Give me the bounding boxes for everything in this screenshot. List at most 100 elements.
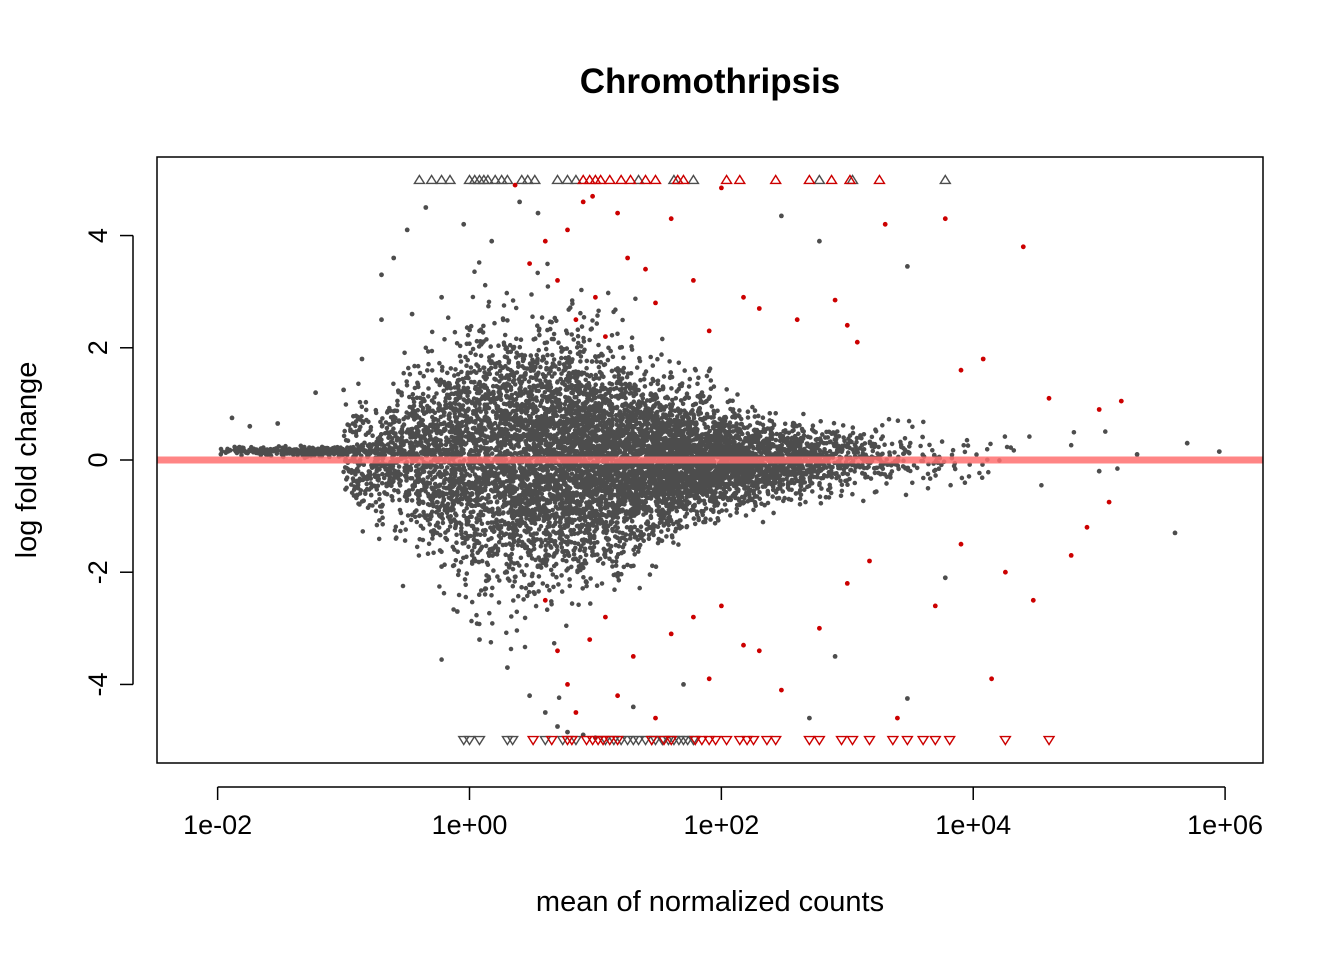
nonsignificant-point (379, 272, 384, 278)
significant-point (942, 216, 948, 222)
nonsignificant-point (542, 710, 548, 715)
y-axis-label: log fold change (11, 362, 43, 559)
nonsignificant-point (630, 704, 636, 710)
significant-point-clipped-down (863, 735, 876, 746)
significant-point (1118, 398, 1124, 404)
x-tick-label: 1e-02 (183, 810, 252, 840)
significant-point-clipped-up (873, 174, 886, 185)
nonsignificant-point-clipped-up (501, 174, 514, 185)
significant-point (741, 294, 746, 300)
significant-point (844, 322, 850, 328)
nonsignificant-point-clipped-up (481, 174, 495, 185)
significant-point (565, 682, 570, 687)
nonsignificant-point (517, 199, 522, 205)
nonsignificant-point-clipped-up (443, 174, 457, 185)
significant-point (668, 216, 674, 222)
significant-point-clipped-up (649, 174, 662, 185)
significant-point-clipped-up (769, 174, 782, 185)
nonsignificant-point (565, 729, 570, 735)
significant-point (1046, 395, 1052, 401)
nonsignificant-point (391, 255, 397, 261)
significant-point (691, 614, 696, 620)
significant-point (555, 278, 560, 283)
significant-point (542, 238, 548, 244)
significant-point-clipped-down (664, 735, 678, 746)
significant-point (653, 715, 658, 721)
x-tick-label: 1e+00 (432, 810, 508, 840)
significant-point-clipped-up (677, 174, 690, 185)
significant-point (590, 193, 595, 199)
significant-point (643, 266, 648, 272)
nonsignificant-point-clipped-up (632, 174, 645, 185)
significant-point (756, 306, 762, 311)
nonsignificant-point (807, 715, 812, 721)
significant-point-clipped-down (747, 735, 760, 746)
nonsignificant-point (341, 387, 346, 393)
nonsignificant-point-clipped-down (506, 735, 519, 746)
nonsignificant-point (359, 356, 365, 362)
significant-point (587, 637, 593, 642)
significant-point (573, 710, 579, 715)
significant-point-clipped-up (803, 174, 816, 185)
nonsignificant-point (779, 213, 784, 219)
significant-point (580, 199, 586, 205)
nonsignificant-point (404, 227, 410, 233)
nonsignificant-point (1184, 440, 1190, 446)
nonsignificant-point (555, 724, 560, 729)
significant-point-clipped-up (576, 174, 590, 185)
significant-point-clipped-down (1042, 735, 1056, 746)
nonsignificant-point-clipped-up (569, 174, 583, 185)
nonsignificant-point-clipped-up (939, 174, 952, 185)
significant-point (625, 255, 630, 261)
significant-point (958, 367, 964, 373)
nonsignificant-point-clipped-down (539, 735, 552, 746)
significant-point-clipped-up (594, 174, 607, 185)
data-points (229, 174, 1222, 746)
nonsignificant-point (505, 665, 510, 670)
nonsignificant-point (832, 654, 838, 659)
y-tick-label: -4 (83, 672, 113, 696)
nonsignificant-point-clipped-up (413, 174, 426, 185)
significant-point (573, 317, 579, 323)
significant-point-clipped-down (611, 735, 624, 746)
significant-point-clipped-up (614, 174, 628, 185)
significant-point-clipped-up (825, 174, 838, 185)
significant-point-clipped-down (916, 735, 930, 746)
significant-point (527, 261, 532, 266)
nonsignificant-point (1216, 449, 1222, 454)
significant-point (867, 558, 872, 564)
nonsignificant-point-clipped-down (463, 735, 476, 746)
significant-point (719, 603, 724, 609)
significant-point-clipped-down (695, 735, 709, 746)
nonsignificant-point (942, 575, 948, 581)
significant-point-clipped-down (596, 735, 610, 746)
nonsignificant-point (439, 564, 444, 569)
significant-point-clipped-down (760, 735, 774, 746)
significant-point-clipped-down (702, 735, 716, 746)
nonsignificant-point (527, 693, 532, 699)
significant-point (779, 687, 784, 693)
x-tick-label: 1e+02 (683, 810, 759, 840)
significant-point (615, 210, 620, 216)
nonsignificant-point-clipped-up (488, 174, 502, 185)
significant-point (832, 297, 838, 303)
nonsignificant-point (409, 311, 415, 317)
significant-point-clipped-down (603, 735, 617, 746)
plot-layer (218, 174, 1222, 746)
significant-point (980, 356, 986, 362)
significant-point-clipped-down (901, 735, 914, 746)
significant-point (817, 625, 822, 631)
nonsignificant-point-clipped-up (561, 174, 574, 185)
y-tick-label: 2 (83, 340, 113, 355)
significant-point (844, 581, 850, 586)
nonsignificant-point (681, 682, 686, 687)
nonsignificant-point (229, 415, 235, 421)
significant-point (542, 597, 548, 603)
significant-point-clipped-down (709, 735, 722, 746)
significant-point (854, 339, 860, 345)
significant-point-clipped-down (803, 735, 816, 746)
x-tick-label: 1e+04 (935, 810, 1011, 840)
significant-point-clipped-down (769, 735, 782, 746)
nonsignificant-point (535, 210, 541, 216)
